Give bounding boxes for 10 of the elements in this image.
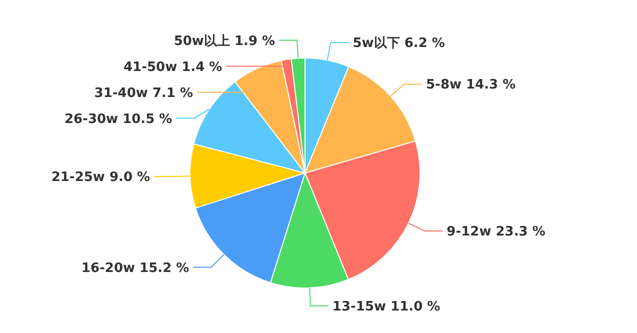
slice-label: 9-12w 23.3 % [446,224,546,240]
slice-label: 5w以下 6.2 % [352,36,445,52]
slice-label: 13-15w 11.0 % [332,299,440,314]
slice-label: 16-20w 15.2 % [81,260,190,276]
slice-label: 21-25w 9.0 % [51,170,150,186]
slice-label: 31-40w 7.1 % [94,86,193,101]
slice-label: 5-8w 14.3 % [426,78,516,93]
slice-label: 41-50w 1.4 % [124,60,222,75]
slice-label: 26-30w 10.5 % [64,112,172,127]
slice-label: 50w以上 1.9 % [174,34,276,49]
